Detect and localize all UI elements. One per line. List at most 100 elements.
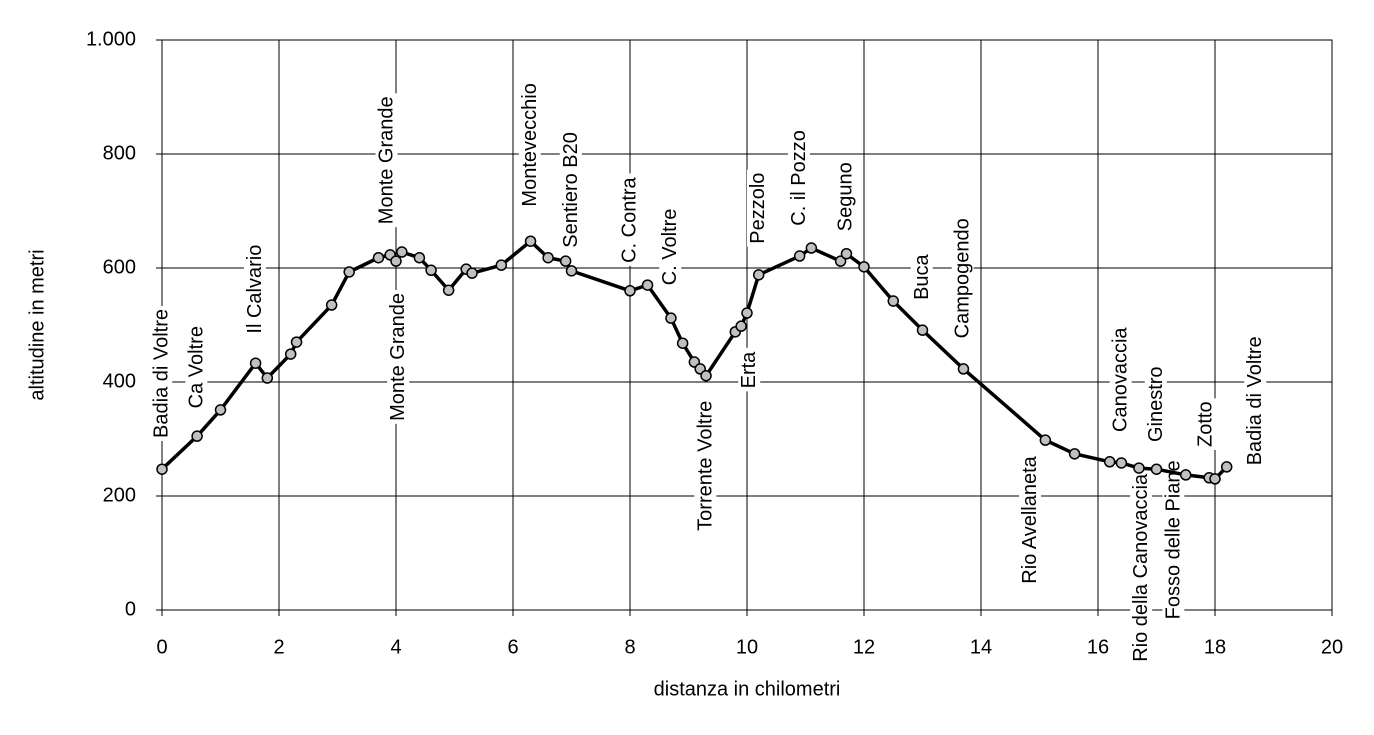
marker <box>752 269 765 281</box>
annotation: Montevecchio <box>518 80 541 210</box>
annotation-background <box>1130 470 1153 665</box>
y-tick-label: 800 <box>103 142 136 164</box>
x-tick-label: 0 <box>156 636 167 658</box>
marker <box>916 324 929 336</box>
annotation: Canovaccia <box>1109 323 1132 435</box>
annotation: C. Contra <box>618 173 641 266</box>
annotation-label: Rio della Canovaccia <box>1130 473 1152 662</box>
marker <box>741 307 753 319</box>
marker <box>641 279 654 291</box>
marker <box>1180 469 1192 481</box>
annotation-label: Badia di Voltre <box>150 309 172 438</box>
marker <box>805 242 818 254</box>
annotation-background <box>375 93 398 228</box>
annotation: Sentiero B20 <box>559 129 582 251</box>
annotation-background <box>746 169 769 247</box>
marker <box>372 251 385 264</box>
annotation-label: Seguno <box>835 162 857 231</box>
marker <box>542 251 554 264</box>
annotation-background <box>694 397 717 534</box>
annotation: Rio della Canovaccia <box>1130 470 1153 665</box>
marker <box>1115 457 1128 469</box>
marker <box>1068 448 1081 460</box>
annotation: Monte Grande <box>375 93 398 228</box>
annotation-background <box>1244 333 1267 469</box>
x-tick-label: 2 <box>273 636 284 658</box>
marker <box>1039 434 1052 446</box>
annotation-background <box>185 323 208 412</box>
marker <box>735 320 747 332</box>
annotation-background <box>1109 323 1132 435</box>
marker <box>524 235 537 247</box>
marker <box>1103 456 1116 468</box>
annotation: Monte Grande <box>387 289 410 424</box>
marker <box>396 246 408 258</box>
annotation-background <box>387 289 410 424</box>
marker <box>156 463 168 475</box>
annotation: Ginestro <box>1144 363 1167 446</box>
marker <box>676 337 689 349</box>
annotation-label: Zotto <box>1195 401 1217 447</box>
annotation-label: Monte Grande <box>376 96 398 224</box>
annotation-label: Canovaccia <box>1110 327 1132 432</box>
marker <box>413 251 426 264</box>
annotation-background <box>150 305 173 441</box>
marker <box>191 430 203 442</box>
x-tick-label: 18 <box>1204 636 1226 658</box>
annotation-label: C. il Pozzo <box>788 130 810 226</box>
x-tick-label: 12 <box>853 636 875 658</box>
marker <box>495 259 508 271</box>
y-tick-label: 1.000 <box>86 28 136 50</box>
marker <box>665 312 677 324</box>
annotation: Rio Avellaneta <box>1019 452 1042 587</box>
marker <box>1150 463 1163 475</box>
x-tick-label: 16 <box>1087 636 1109 658</box>
marker <box>793 250 806 262</box>
x-tick-label: 4 <box>390 636 401 658</box>
marker <box>1209 473 1221 485</box>
annotation-label: Montevecchio <box>519 83 541 206</box>
x-tick-label: 14 <box>970 636 992 658</box>
annotation-label: Pezzolo <box>747 173 769 244</box>
annotation-background <box>243 241 266 337</box>
annotation-label: Sentiero B20 <box>560 132 582 248</box>
annotation-background <box>1194 398 1217 450</box>
annotation: Zotto <box>1194 398 1217 450</box>
annotation-label: Badia di Voltre <box>1244 336 1266 465</box>
annotation: C. Voltre <box>659 205 682 289</box>
marker <box>957 363 970 375</box>
marker <box>290 336 303 348</box>
x-tick-label: 20 <box>1321 636 1343 658</box>
marker <box>425 264 437 277</box>
annotation-background <box>618 173 641 266</box>
marker <box>840 248 853 260</box>
marker <box>887 295 899 307</box>
annotation-background <box>951 215 974 342</box>
annotation-label: Ginestro <box>1145 366 1167 442</box>
annotation-label: Monte Grande <box>387 293 409 421</box>
annotation: Pezzolo <box>746 169 769 247</box>
marker <box>565 265 578 277</box>
marker <box>559 255 572 267</box>
annotation-background <box>1019 452 1042 587</box>
annotation-background <box>910 250 933 303</box>
annotation: Torrente Voltre <box>694 397 717 534</box>
annotation-label: Il Calvario <box>244 245 266 334</box>
annotation: Fosso delle Piane <box>1162 457 1185 623</box>
annotation-background <box>1162 457 1185 623</box>
line <box>160 239 1228 481</box>
annotation-label: C. Voltre <box>659 209 681 286</box>
marker <box>325 299 338 311</box>
annotation-label: Torrente Voltre <box>694 401 716 531</box>
annotation: Buca <box>910 250 933 303</box>
marker <box>214 404 227 416</box>
annotation: Badia di Voltre <box>150 305 173 441</box>
x-axis-label: distanza in chilometri <box>654 678 841 700</box>
annotation: Campogendo <box>951 215 974 342</box>
x-tick-label: 6 <box>507 636 518 658</box>
marker <box>343 266 355 278</box>
marker <box>261 372 274 384</box>
annotation: C. il Pozzo <box>787 127 810 229</box>
annotation-background <box>1144 363 1167 446</box>
